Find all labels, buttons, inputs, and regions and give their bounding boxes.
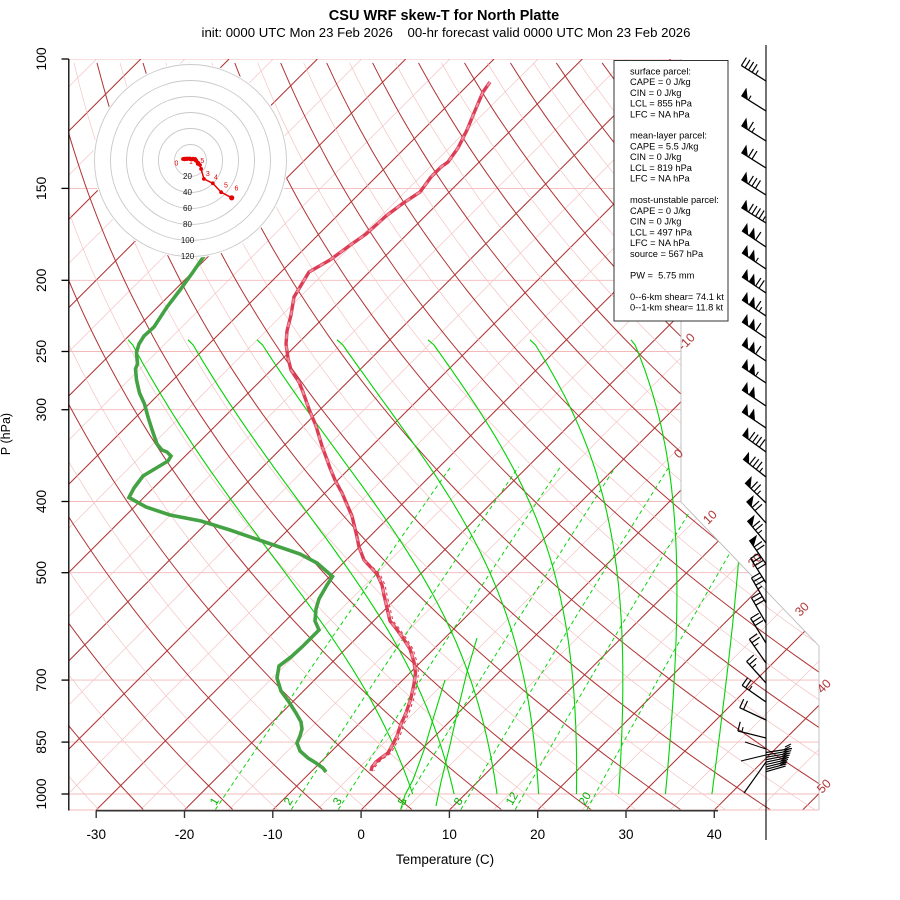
svg-text:500: 500 [33,561,49,585]
svg-text:12: 12 [504,790,521,807]
svg-text:100: 100 [181,236,195,245]
svg-text:LFC = NA hPa: LFC = NA hPa [630,238,691,248]
svg-text:LFC = NA hPa: LFC = NA hPa [630,174,691,184]
svg-text:1: 1 [208,796,222,808]
svg-text:LCL = 819 hPa: LCL = 819 hPa [630,163,693,173]
svg-text:init: 0000 UTC Mon 23 Feb 2026: init: 0000 UTC Mon 23 Feb 2026 00-hr for… [202,25,691,40]
svg-text:5: 5 [396,796,410,808]
svg-text:surface parcel:: surface parcel: [630,66,691,76]
svg-text:3: 3 [331,796,345,808]
svg-text:-20: -20 [175,827,195,842]
svg-text:CAPE = 0 J/kg: CAPE = 0 J/kg [630,77,691,87]
svg-text:850: 850 [33,730,49,754]
svg-text:20: 20 [183,172,192,181]
svg-text:1000: 1000 [33,778,49,809]
svg-text:20: 20 [577,790,594,807]
svg-text:1: 1 [189,159,193,166]
svg-text:8: 8 [452,796,466,808]
svg-text:150: 150 [33,177,49,201]
svg-text:CIN = 0 J/kg: CIN = 0 J/kg [630,217,681,227]
svg-text:6: 6 [235,185,239,192]
svg-text:3: 3 [206,171,210,178]
svg-text:LCL = 855 hPa: LCL = 855 hPa [630,99,693,109]
svg-text:mean-layer parcel:: mean-layer parcel: [630,131,707,141]
svg-text:5: 5 [200,158,204,165]
svg-text:CIN = 0 J/kg: CIN = 0 J/kg [630,152,681,162]
svg-text:most-unstable parcel:: most-unstable parcel: [630,195,719,205]
svg-text:-10: -10 [263,827,283,842]
svg-text:Temperature (C): Temperature (C) [396,852,494,867]
svg-text:-30: -30 [86,827,106,842]
svg-text:80: 80 [183,220,192,229]
svg-text:10: 10 [442,827,457,842]
svg-text:LCL = 497 hPa: LCL = 497 hPa [630,227,693,237]
svg-text:CAPE = 0 J/kg: CAPE = 0 J/kg [630,206,691,216]
svg-text:CAPE = 5.5 J/kg: CAPE = 5.5 J/kg [630,142,698,152]
svg-text:PW = 5.75 mm: PW = 5.75 mm [630,270,695,280]
svg-text:400: 400 [33,490,49,514]
svg-text:30: 30 [618,827,633,842]
svg-text:300: 300 [33,398,49,422]
svg-text:0--6-km shear= 74.1 kt: 0--6-km shear= 74.1 kt [630,292,724,302]
svg-text:20: 20 [530,827,545,842]
svg-text:5: 5 [224,183,228,190]
svg-text:2: 2 [282,796,296,808]
svg-text:P (hPa): P (hPa) [0,413,13,455]
svg-text:100: 100 [33,47,49,71]
svg-text:CSU WRF skew-T for North Platt: CSU WRF skew-T for North Platte [329,8,559,24]
svg-text:LFC = NA hPa: LFC = NA hPa [630,109,691,119]
svg-text:60: 60 [183,204,192,213]
svg-text:200: 200 [33,268,49,292]
svg-text:40: 40 [183,188,192,197]
svg-text:700: 700 [33,668,49,692]
svg-text:120: 120 [181,252,195,261]
svg-text:0: 0 [357,827,365,842]
svg-text:250: 250 [33,340,49,364]
svg-text:0--1-km shear= 11.8 kt: 0--1-km shear= 11.8 kt [630,303,724,313]
svg-text:CIN = 0 J/kg: CIN = 0 J/kg [630,88,681,98]
svg-text:40: 40 [707,827,722,842]
svg-text:4: 4 [214,174,218,181]
svg-text:0: 0 [175,160,179,167]
svg-text:source = 567 hPa: source = 567 hPa [630,249,704,259]
